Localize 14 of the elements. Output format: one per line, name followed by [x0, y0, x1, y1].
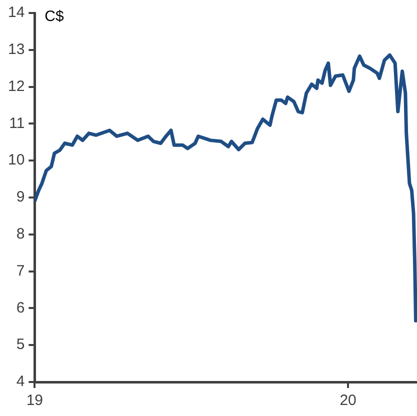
y-tick-label: 9 — [16, 188, 25, 206]
y-axis-title: C$ — [44, 8, 65, 26]
x-tick-label: 20 — [340, 392, 356, 410]
y-tick-label: 12 — [8, 78, 25, 95]
y-tick-label: 4 — [16, 373, 25, 390]
y-tick-label: 10 — [8, 152, 25, 169]
y-tick-label: 14 — [8, 4, 25, 22]
y-tick-label: 5 — [16, 336, 25, 354]
y-tick-label: 13 — [8, 41, 25, 58]
y-tick-label: 6 — [16, 299, 25, 316]
x-tick-label: 19 — [26, 392, 44, 410]
y-tick-label: 7 — [16, 262, 25, 280]
y-tick-label: 8 — [16, 226, 25, 243]
y-tick-label: 11 — [9, 114, 25, 132]
